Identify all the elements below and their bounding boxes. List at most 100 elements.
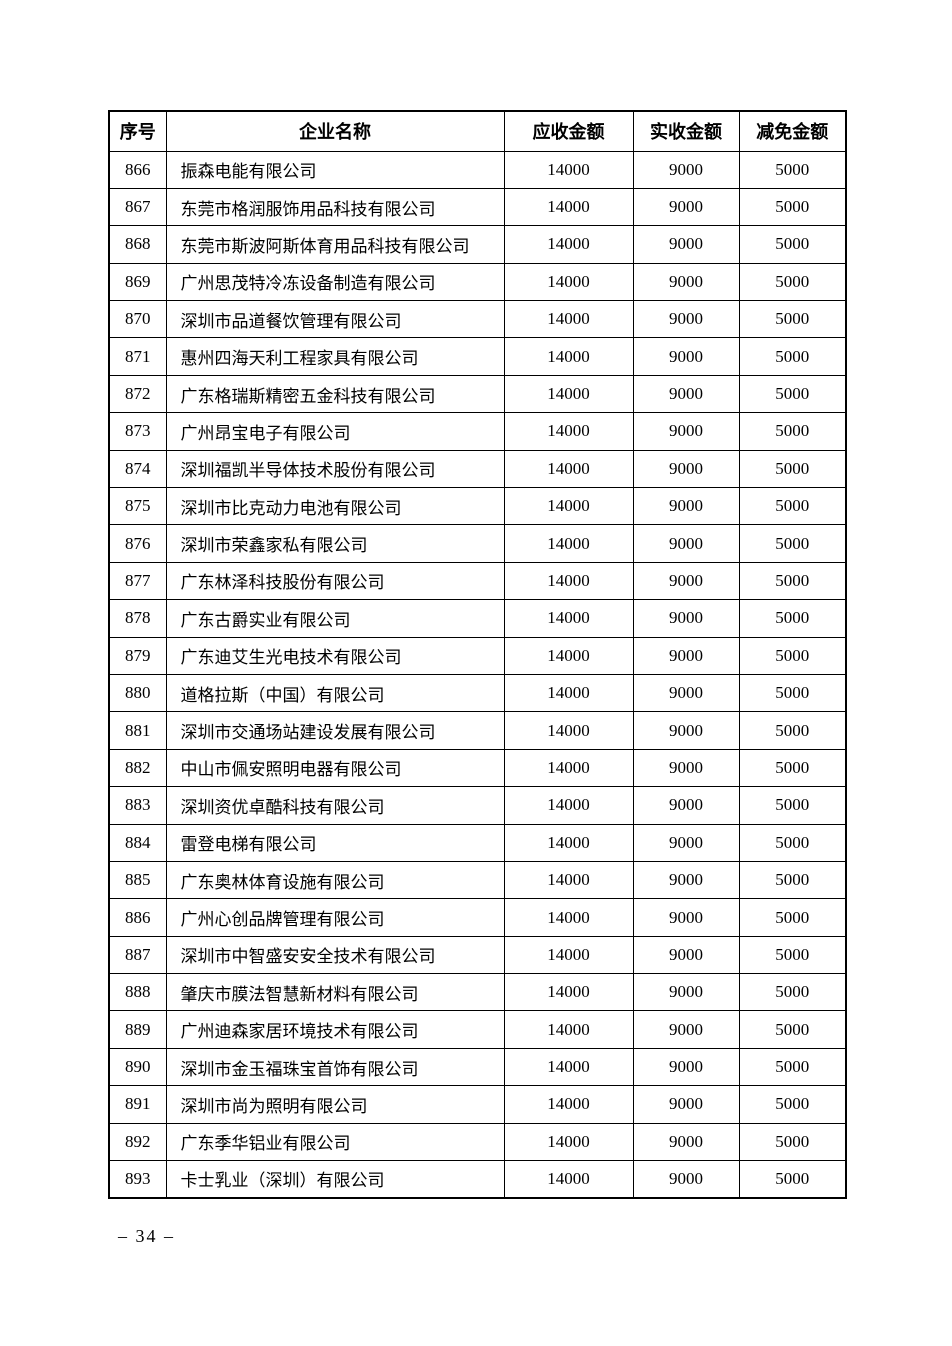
cell-company-name: 深圳市交通场站建设发展有限公司 — [165, 711, 505, 750]
fee-table: 序号 企业名称 应收金额 实收金额 减免金额 866 振森电能有限公司 14000 9000 5… — [108, 110, 847, 1199]
table-row: 866 振森电能有限公司 14000 9000 5000 — [108, 150, 847, 189]
cell-receivable-amount: 14000 — [503, 300, 634, 339]
cell-received-amount: 9000 — [632, 636, 740, 675]
cell-received-amount: 9000 — [632, 225, 740, 264]
cell-reduction-amount: 5000 — [738, 935, 847, 975]
table-row: 887 深圳市中智盛安安全技术有限公司 14000 9000 5000 — [108, 935, 847, 975]
cell-receivable-amount: 14000 — [503, 487, 634, 526]
cell-reduction-amount: 5000 — [738, 1160, 847, 1199]
cell-received-amount: 9000 — [632, 300, 740, 339]
cell-row-number: 868 — [108, 225, 167, 264]
cell-received-amount: 9000 — [632, 1085, 740, 1124]
cell-reduction-amount: 5000 — [738, 374, 847, 414]
table-row: 879 广东迪艾生光电技术有限公司 14000 9000 5000 — [108, 636, 847, 675]
table-row: 890 深圳市金玉福珠宝首饰有限公司 14000 9000 5000 — [108, 1047, 847, 1087]
cell-reduction-amount: 5000 — [738, 1010, 847, 1049]
cell-receivable-amount: 14000 — [503, 1047, 634, 1087]
cell-company-name: 卡士乳业（深圳）有限公司 — [165, 1160, 505, 1199]
cell-received-amount: 9000 — [632, 898, 740, 937]
cell-reduction-amount: 5000 — [738, 1085, 847, 1124]
column-header-received: 实收金额 — [632, 110, 740, 152]
cell-reduction-amount: 5000 — [738, 748, 847, 788]
cell-company-name: 深圳市荣鑫家私有限公司 — [165, 524, 505, 563]
cell-receivable-amount: 14000 — [503, 337, 634, 376]
cell-receivable-amount: 14000 — [503, 187, 634, 227]
table-row: 877 广东林泽科技股份有限公司 14000 9000 5000 — [108, 561, 847, 601]
cell-row-number: 884 — [108, 823, 167, 862]
cell-row-number: 882 — [108, 748, 167, 788]
cell-company-name: 广东格瑞斯精密五金科技有限公司 — [165, 374, 505, 414]
table-row: 873 广州昂宝电子有限公司 14000 9000 5000 — [108, 412, 847, 451]
cell-row-number: 888 — [108, 973, 167, 1012]
cell-received-amount: 9000 — [632, 150, 740, 189]
cell-company-name: 广州思茂特冷冻设备制造有限公司 — [165, 262, 505, 302]
cell-receivable-amount: 14000 — [503, 150, 634, 189]
header-row: 序号 企业名称 应收金额 实收金额 减免金额 — [108, 110, 847, 152]
cell-reduction-amount: 5000 — [738, 711, 847, 750]
cell-receivable-amount: 14000 — [503, 1160, 634, 1199]
cell-reduction-amount: 5000 — [738, 412, 847, 451]
cell-received-amount: 9000 — [632, 599, 740, 638]
cell-received-amount: 9000 — [632, 823, 740, 862]
table-row: 883 深圳资优卓酷科技有限公司 14000 9000 5000 — [108, 786, 847, 825]
table-row: 889 广州迪森家居环境技术有限公司 14000 9000 5000 — [108, 1010, 847, 1049]
table-row: 885 广东奥林体育设施有限公司 14000 9000 5000 — [108, 860, 847, 900]
cell-received-amount: 9000 — [632, 449, 740, 489]
cell-receivable-amount: 14000 — [503, 1085, 634, 1124]
cell-company-name: 广州昂宝电子有限公司 — [165, 412, 505, 451]
cell-reduction-amount: 5000 — [738, 337, 847, 376]
column-header-receivable: 应收金额 — [503, 110, 634, 152]
cell-receivable-amount: 14000 — [503, 1122, 634, 1162]
cell-reduction-amount: 5000 — [738, 898, 847, 937]
cell-company-name: 深圳市尚为照明有限公司 — [165, 1085, 505, 1124]
cell-received-amount: 9000 — [632, 487, 740, 526]
cell-received-amount: 9000 — [632, 1047, 740, 1087]
cell-row-number: 867 — [108, 187, 167, 227]
page-number: – 34 – — [118, 1226, 175, 1246]
cell-company-name: 东莞市斯波阿斯体育用品科技有限公司 — [165, 225, 505, 264]
table-row: 892 广东季华铝业有限公司 14000 9000 5000 — [108, 1122, 847, 1162]
cell-reduction-amount: 5000 — [738, 300, 847, 339]
column-header-no: 序号 — [108, 110, 167, 152]
cell-reduction-amount: 5000 — [738, 786, 847, 825]
cell-row-number: 886 — [108, 898, 167, 937]
cell-reduction-amount: 5000 — [738, 524, 847, 563]
cell-row-number: 883 — [108, 786, 167, 825]
cell-received-amount: 9000 — [632, 1160, 740, 1199]
table-row: 888 肇庆市膜法智慧新材料有限公司 14000 9000 5000 — [108, 973, 847, 1012]
cell-company-name: 深圳市中智盛安安全技术有限公司 — [165, 935, 505, 975]
cell-received-amount: 9000 — [632, 524, 740, 563]
cell-row-number: 873 — [108, 412, 167, 451]
cell-received-amount: 9000 — [632, 673, 740, 713]
cell-row-number: 893 — [108, 1160, 167, 1199]
table-row: 881 深圳市交通场站建设发展有限公司 14000 9000 5000 — [108, 711, 847, 750]
cell-reduction-amount: 5000 — [738, 823, 847, 862]
cell-reduction-amount: 5000 — [738, 973, 847, 1012]
cell-reduction-amount: 5000 — [738, 860, 847, 900]
cell-row-number: 871 — [108, 337, 167, 376]
cell-company-name: 深圳福凯半导体技术股份有限公司 — [165, 449, 505, 489]
table-row: 871 惠州四海天利工程家具有限公司 14000 9000 5000 — [108, 337, 847, 376]
cell-receivable-amount: 14000 — [503, 748, 634, 788]
cell-receivable-amount: 14000 — [503, 225, 634, 264]
cell-company-name: 深圳市金玉福珠宝首饰有限公司 — [165, 1047, 505, 1087]
cell-receivable-amount: 14000 — [503, 673, 634, 713]
cell-row-number: 869 — [108, 262, 167, 302]
table-row: 891 深圳市尚为照明有限公司 14000 9000 5000 — [108, 1085, 847, 1124]
cell-reduction-amount: 5000 — [738, 1122, 847, 1162]
cell-company-name: 深圳资优卓酷科技有限公司 — [165, 786, 505, 825]
table-row: 878 广东古爵实业有限公司 14000 9000 5000 — [108, 599, 847, 638]
cell-received-amount: 9000 — [632, 337, 740, 376]
cell-row-number: 881 — [108, 711, 167, 750]
cell-reduction-amount: 5000 — [738, 636, 847, 675]
cell-receivable-amount: 14000 — [503, 935, 634, 975]
cell-row-number: 866 — [108, 150, 167, 189]
cell-reduction-amount: 5000 — [738, 561, 847, 601]
cell-reduction-amount: 5000 — [738, 262, 847, 302]
cell-received-amount: 9000 — [632, 561, 740, 601]
table-row: 872 广东格瑞斯精密五金科技有限公司 14000 9000 5000 — [108, 374, 847, 414]
cell-row-number: 887 — [108, 935, 167, 975]
cell-reduction-amount: 5000 — [738, 150, 847, 189]
cell-reduction-amount: 5000 — [738, 449, 847, 489]
